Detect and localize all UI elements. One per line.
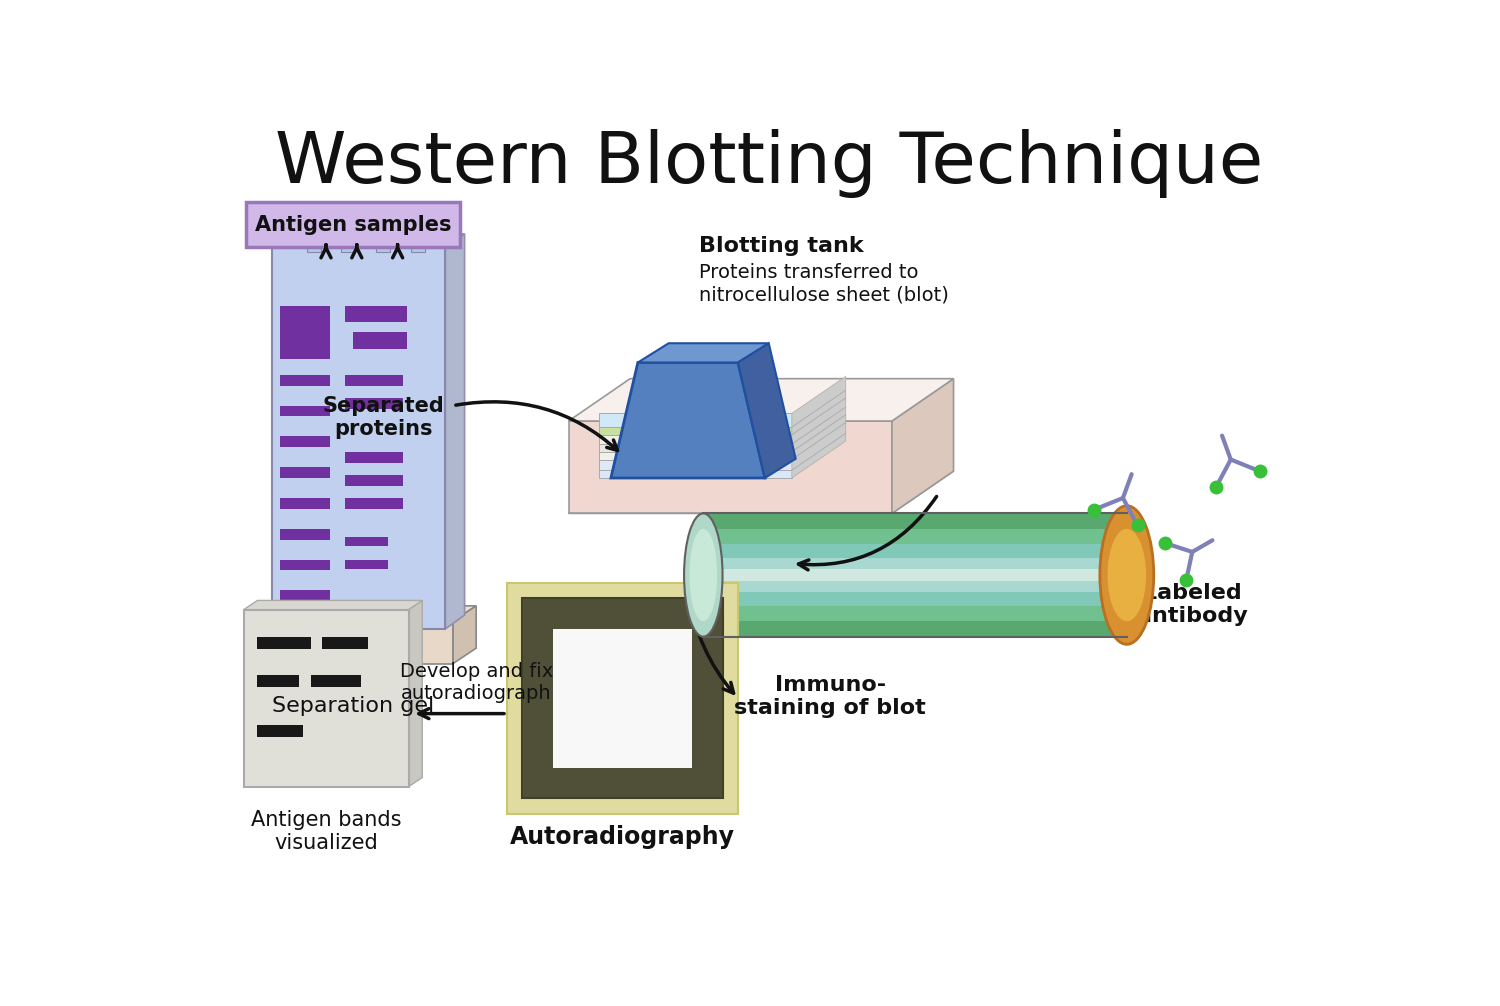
Polygon shape bbox=[568, 422, 892, 513]
FancyBboxPatch shape bbox=[280, 559, 330, 570]
Ellipse shape bbox=[1100, 506, 1154, 644]
Polygon shape bbox=[892, 378, 954, 513]
Polygon shape bbox=[600, 470, 792, 478]
Polygon shape bbox=[792, 398, 846, 444]
Polygon shape bbox=[342, 230, 355, 252]
Polygon shape bbox=[638, 343, 770, 362]
Polygon shape bbox=[792, 423, 846, 470]
FancyBboxPatch shape bbox=[246, 202, 460, 247]
FancyBboxPatch shape bbox=[256, 725, 303, 737]
Text: Develop and fix
autoradiograph: Develop and fix autoradiograph bbox=[399, 662, 554, 703]
Polygon shape bbox=[792, 390, 846, 435]
Polygon shape bbox=[376, 216, 410, 230]
Polygon shape bbox=[792, 434, 846, 478]
Polygon shape bbox=[453, 606, 476, 664]
FancyBboxPatch shape bbox=[280, 375, 330, 385]
Polygon shape bbox=[600, 452, 792, 460]
FancyBboxPatch shape bbox=[280, 529, 330, 539]
Text: Separation gel: Separation gel bbox=[272, 696, 434, 716]
FancyBboxPatch shape bbox=[345, 475, 404, 486]
FancyBboxPatch shape bbox=[345, 398, 404, 408]
Polygon shape bbox=[272, 247, 446, 629]
Text: Antigen samples: Antigen samples bbox=[255, 214, 452, 234]
Text: Labeled
antibody: Labeled antibody bbox=[1137, 582, 1248, 626]
Polygon shape bbox=[568, 378, 954, 422]
FancyBboxPatch shape bbox=[345, 536, 387, 546]
Polygon shape bbox=[254, 622, 453, 664]
Polygon shape bbox=[704, 513, 1126, 637]
FancyBboxPatch shape bbox=[256, 675, 298, 687]
FancyBboxPatch shape bbox=[280, 591, 330, 602]
FancyBboxPatch shape bbox=[280, 306, 330, 359]
Polygon shape bbox=[738, 343, 795, 478]
Polygon shape bbox=[243, 601, 423, 610]
Polygon shape bbox=[308, 216, 340, 230]
Text: Separated
proteins: Separated proteins bbox=[322, 395, 444, 439]
FancyBboxPatch shape bbox=[280, 437, 330, 448]
Polygon shape bbox=[376, 230, 390, 252]
Polygon shape bbox=[411, 216, 444, 230]
Polygon shape bbox=[704, 568, 1126, 581]
Polygon shape bbox=[600, 428, 792, 435]
Polygon shape bbox=[600, 444, 792, 452]
Text: Autoradiography: Autoradiography bbox=[510, 825, 735, 849]
FancyBboxPatch shape bbox=[345, 306, 406, 323]
Polygon shape bbox=[792, 376, 846, 428]
FancyBboxPatch shape bbox=[280, 467, 330, 478]
FancyBboxPatch shape bbox=[345, 452, 404, 463]
FancyBboxPatch shape bbox=[310, 675, 360, 687]
FancyBboxPatch shape bbox=[507, 582, 738, 814]
Ellipse shape bbox=[1107, 529, 1146, 622]
Polygon shape bbox=[411, 230, 424, 252]
Polygon shape bbox=[342, 216, 375, 230]
FancyBboxPatch shape bbox=[243, 610, 410, 787]
Text: Antigen bands
visualized: Antigen bands visualized bbox=[251, 810, 402, 853]
Polygon shape bbox=[704, 557, 1126, 593]
FancyBboxPatch shape bbox=[256, 637, 310, 649]
Ellipse shape bbox=[690, 529, 717, 622]
Polygon shape bbox=[600, 413, 792, 428]
FancyBboxPatch shape bbox=[522, 599, 723, 799]
FancyBboxPatch shape bbox=[322, 637, 369, 649]
Polygon shape bbox=[704, 544, 1126, 606]
FancyBboxPatch shape bbox=[345, 559, 387, 568]
Polygon shape bbox=[254, 606, 476, 622]
Polygon shape bbox=[792, 414, 846, 460]
Polygon shape bbox=[792, 407, 846, 452]
Ellipse shape bbox=[684, 513, 723, 637]
Polygon shape bbox=[600, 435, 792, 444]
FancyBboxPatch shape bbox=[345, 498, 404, 509]
Text: Western Blotting Technique: Western Blotting Technique bbox=[274, 129, 1263, 197]
Polygon shape bbox=[308, 230, 321, 252]
Polygon shape bbox=[568, 471, 954, 513]
Polygon shape bbox=[446, 234, 465, 629]
Polygon shape bbox=[600, 460, 792, 470]
Polygon shape bbox=[408, 601, 423, 787]
Polygon shape bbox=[610, 362, 765, 478]
FancyBboxPatch shape bbox=[554, 629, 692, 768]
Text: Proteins transferred to
nitrocellulose sheet (blot): Proteins transferred to nitrocellulose s… bbox=[699, 264, 950, 304]
Text: Immuno-
staining of blot: Immuno- staining of blot bbox=[735, 675, 926, 718]
FancyBboxPatch shape bbox=[280, 405, 330, 416]
Polygon shape bbox=[704, 529, 1126, 622]
Text: Blotting tank: Blotting tank bbox=[699, 236, 864, 257]
FancyBboxPatch shape bbox=[352, 332, 407, 349]
FancyBboxPatch shape bbox=[280, 498, 330, 509]
FancyBboxPatch shape bbox=[345, 375, 404, 385]
Polygon shape bbox=[272, 234, 465, 247]
